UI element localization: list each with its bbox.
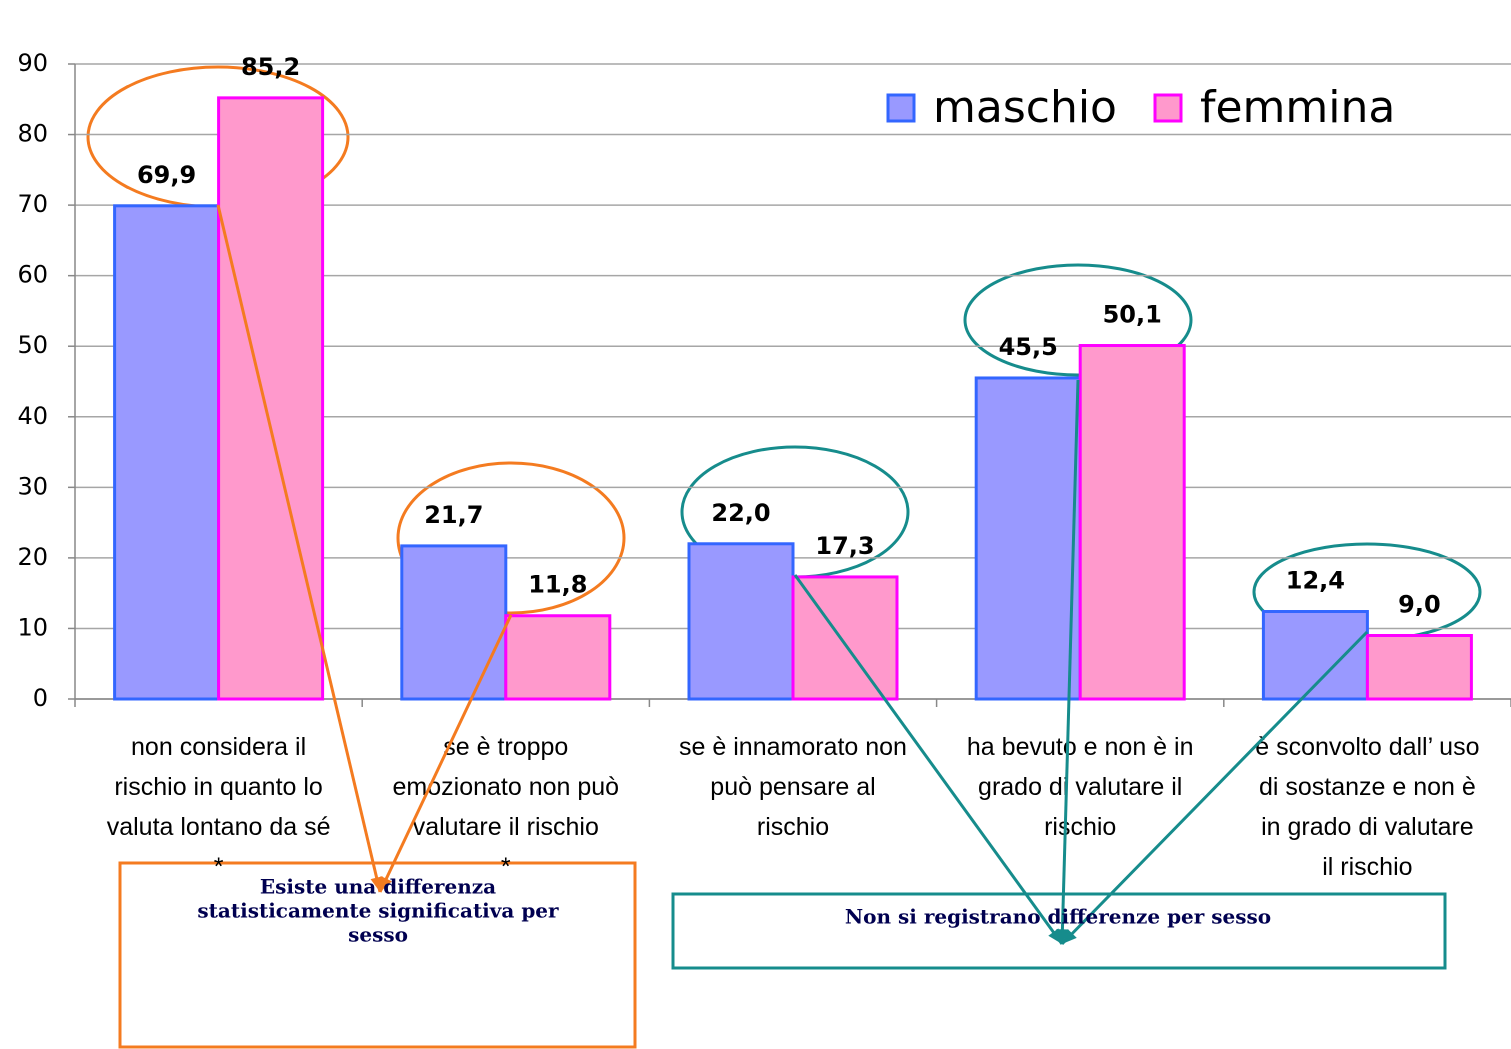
value-label: 11,8 [528,571,587,599]
arrow-head [1062,929,1077,944]
value-label: 22,0 [711,499,770,527]
note-text: Esiste una differenza [260,875,496,899]
value-label: 17,3 [815,532,874,560]
x-tick-label-line: valuta lontano da sé [107,813,331,841]
bar [1078,344,1186,701]
legend-swatch [886,93,916,123]
x-tick-label-line: rischio [1044,813,1116,841]
x-tick-label-line: in grado di valutare [1261,813,1474,841]
x-tick-label-line: grado di valutare il [978,773,1182,801]
x-tick-label-line: può pensare al [710,773,875,801]
bar [687,542,795,701]
x-tick-label-line: rischio in quanto lo [114,773,322,801]
bar [504,614,612,701]
bar [113,204,221,701]
legend-label: femmina [1200,82,1395,133]
value-label: 50,1 [1103,301,1162,329]
y-tick-label: 80 [17,120,48,148]
y-tick-label: 70 [17,190,48,218]
x-tick-label-line: rischio [757,813,829,841]
y-tick-label: 10 [17,613,48,641]
note-text: sesso [348,923,408,947]
arrow [378,614,513,893]
y-tick-label: 0 [33,684,48,712]
bar [400,544,508,701]
note-box [671,892,1447,970]
x-tick-label: è sconvolto dall’ uso di sostanze e non è… [1255,733,1479,881]
y-tick-label: 20 [17,543,48,571]
x-tick-label: se è troppo emozionato non può valutare il… [393,733,620,881]
arrow [1060,630,1369,946]
arrow [216,204,382,893]
y-tick-label: 90 [17,49,48,77]
y-tick-label: 50 [17,331,48,359]
x-tick-label-line: il rischio [1322,853,1412,881]
arrow [1060,379,1080,945]
x-tick-label-line: ha bevuto e non è in [967,733,1194,761]
x-tick-label-line: * [214,853,224,881]
y-tick-label: 40 [17,402,48,430]
value-label: 85,2 [241,53,300,81]
note-text: statisticamente significativa per [197,899,559,923]
arrow-head [380,876,392,892]
x-tick-label: se è innamorato non può pensare al rischio [679,733,907,841]
arrow [793,574,1064,945]
x-tick-label-line: se è innamorato non [679,733,907,761]
bar [217,96,325,701]
x-tick-label-line: se è troppo [443,733,568,761]
x-tick-label-line: è sconvolto dall’ uso [1255,733,1479,761]
y-tick-label: 60 [17,261,48,289]
x-tick-label-line: * [501,853,511,881]
value-label: 21,7 [424,501,483,529]
value-label: 69,9 [137,161,196,189]
highlight-ellipse [963,263,1193,377]
value-label: 12,4 [1286,567,1345,595]
x-tick-label-line: di sostanze e non è [1259,773,1476,801]
bar [974,376,1082,701]
bar [1365,634,1473,701]
value-label: 45,5 [999,333,1058,361]
x-tick-label-line: valutare il rischio [413,813,599,841]
highlight-ellipse [396,461,626,615]
x-tick-label-line: non considera il [131,733,306,761]
note-text: Non si registrano differenze per sesso [845,905,1271,929]
arrow-head [1056,929,1069,944]
legend-label: maschio [933,82,1117,133]
legend-swatch [1153,93,1183,123]
x-tick-label: non considera il rischio in quanto lo valu… [107,733,331,881]
x-tick-label: ha bevuto e non è in grado di valutare il… [967,733,1194,841]
y-tick-label: 30 [17,472,48,500]
value-label: 9,0 [1398,591,1441,619]
arrow-head [370,876,383,892]
note-box [118,861,637,1049]
